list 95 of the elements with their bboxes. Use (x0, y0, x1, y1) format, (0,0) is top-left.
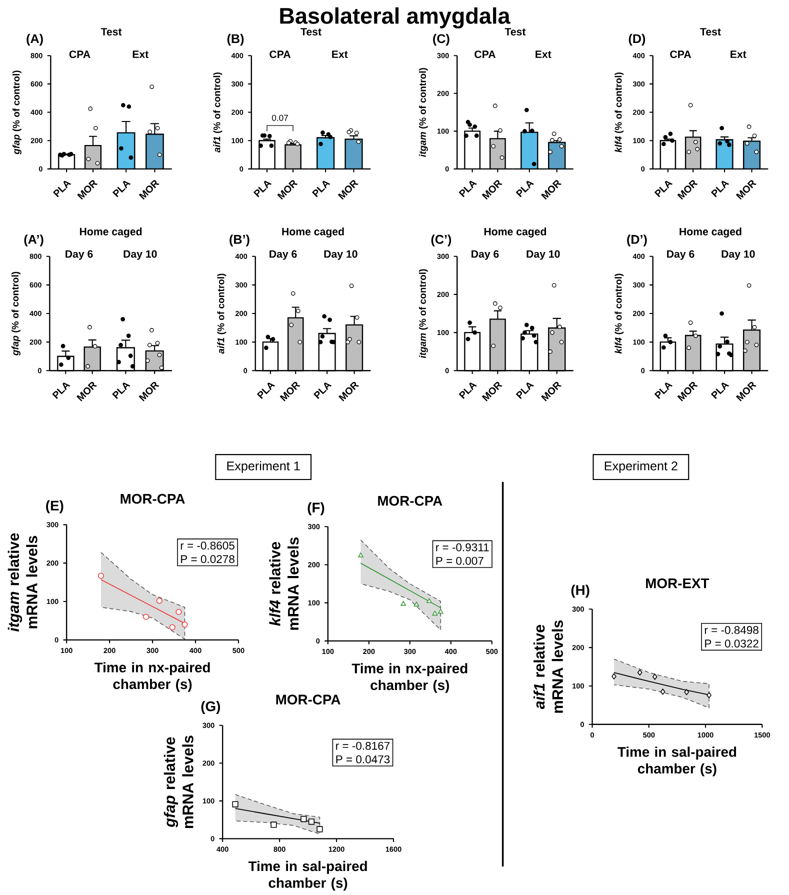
x-axis-title: Time in sal-paired chamber (s) (248, 860, 367, 891)
annotation: Day 6 (270, 250, 297, 260)
point (612, 673, 616, 680)
chart-title: Home caged (680, 228, 742, 238)
annotation: Day 10 (324, 250, 358, 260)
text: Basolateral amygdala (280, 7, 510, 28)
text: (D’) (627, 234, 647, 246)
x-axis-title: Time in sal-paired chamber (s) (618, 746, 736, 776)
chart-title: Home caged (484, 228, 546, 238)
annotation: CPA (69, 50, 90, 58)
point (182, 622, 188, 628)
point (232, 801, 238, 808)
x-tick-label: PLA (654, 382, 673, 399)
point (400, 600, 406, 606)
annotation: Ext (730, 50, 746, 58)
annotation: Ext (332, 50, 348, 58)
point (156, 598, 162, 604)
text: (B) (227, 34, 244, 46)
y-axis-title: klf4 (% of control) (614, 72, 624, 152)
x-tick-label: PLA (256, 382, 276, 399)
point (308, 818, 315, 825)
chart-title: Test (100, 28, 122, 36)
text: Experiment 2 (604, 461, 678, 473)
annotation: CPA (270, 50, 291, 58)
x-tick-label: PLA (710, 382, 730, 399)
annotation: Day 10 (124, 250, 157, 260)
text: (D) (628, 34, 646, 46)
annotation: r = -0.8167 (336, 742, 390, 750)
point (660, 688, 666, 695)
text: (G) (201, 701, 220, 714)
text: (B’) (230, 234, 250, 246)
point (414, 602, 420, 606)
chart-title: Test (504, 28, 526, 36)
text: Experiment 1 (227, 461, 300, 473)
annotation: Day 6 (66, 250, 93, 260)
chart-title: MOR-CPA (120, 494, 185, 504)
annotation: Ext (536, 50, 552, 58)
annotation: Ext (132, 50, 149, 58)
annotation: Day 10 (526, 250, 560, 260)
annotation: CPA (670, 50, 692, 58)
annotation: Day 6 (667, 250, 694, 260)
y-axis-title: klf4 (% of control) (614, 274, 624, 354)
x-tick-label: PLA (112, 382, 130, 399)
chart-title: MOR-CPA (378, 496, 442, 506)
x-tick-label: PLA (313, 382, 332, 399)
y-axis-title: aif1 (% of control) (217, 274, 226, 354)
annotation: 0.07 (272, 114, 288, 121)
point (652, 674, 658, 680)
annotation: r = -0.8498 (704, 626, 758, 634)
y-axis-title: itgam (% of control) (418, 269, 428, 358)
chart-title: Home caged (80, 228, 142, 238)
annotation: P = 0.007 (436, 556, 484, 565)
point (270, 822, 277, 828)
chart-title: Test (300, 28, 322, 36)
annotation: Day 6 (472, 250, 499, 260)
annotation: Day 10 (722, 250, 755, 260)
x-tick-label: PLA (458, 382, 477, 399)
chart-title: MOR-EXT (646, 578, 710, 588)
point (316, 826, 323, 832)
point (426, 598, 432, 604)
point (684, 689, 689, 696)
point (438, 608, 444, 614)
y-axis-title: gfap (% of control) (12, 272, 20, 356)
chart-title: Home caged (282, 228, 344, 238)
annotation: P = 0.0278 (181, 555, 234, 564)
annotation: r = -0.9311 (436, 543, 489, 552)
x-axis-title: Time in nx-paired chamber (s) (352, 663, 468, 693)
point (706, 692, 712, 698)
annotation: CPA (474, 50, 496, 58)
point (432, 610, 438, 616)
text: (A’) (24, 234, 44, 246)
chart-title: MOR-CPA (276, 694, 340, 704)
chart-title: Test (700, 28, 721, 36)
x-tick-label: PLA (52, 382, 70, 399)
text: (C’) (431, 234, 452, 246)
point (143, 614, 150, 620)
point (98, 572, 104, 579)
text: (E) (46, 500, 64, 514)
point (176, 608, 182, 615)
point (300, 816, 307, 822)
annotation: r = -0.8605 (180, 542, 234, 550)
y-axis-title: aif1 (% of control) (213, 72, 222, 153)
y-axis-title: itgam (% of control) (418, 68, 428, 157)
annotation: P = 0.0473 (336, 755, 390, 764)
text: (A) (26, 34, 43, 46)
point (358, 552, 364, 558)
x-axis-title: Time in nx-paired chamber (s) (94, 662, 210, 692)
point (637, 669, 642, 676)
y-axis-title: gfap (% of control) (12, 70, 22, 154)
text: (H) (571, 584, 590, 598)
point (169, 624, 176, 630)
text: (C) (433, 34, 450, 46)
annotation: P = 0.0322 (705, 640, 758, 648)
x-tick-label: PLA (516, 382, 534, 399)
text: (F) (308, 502, 324, 516)
